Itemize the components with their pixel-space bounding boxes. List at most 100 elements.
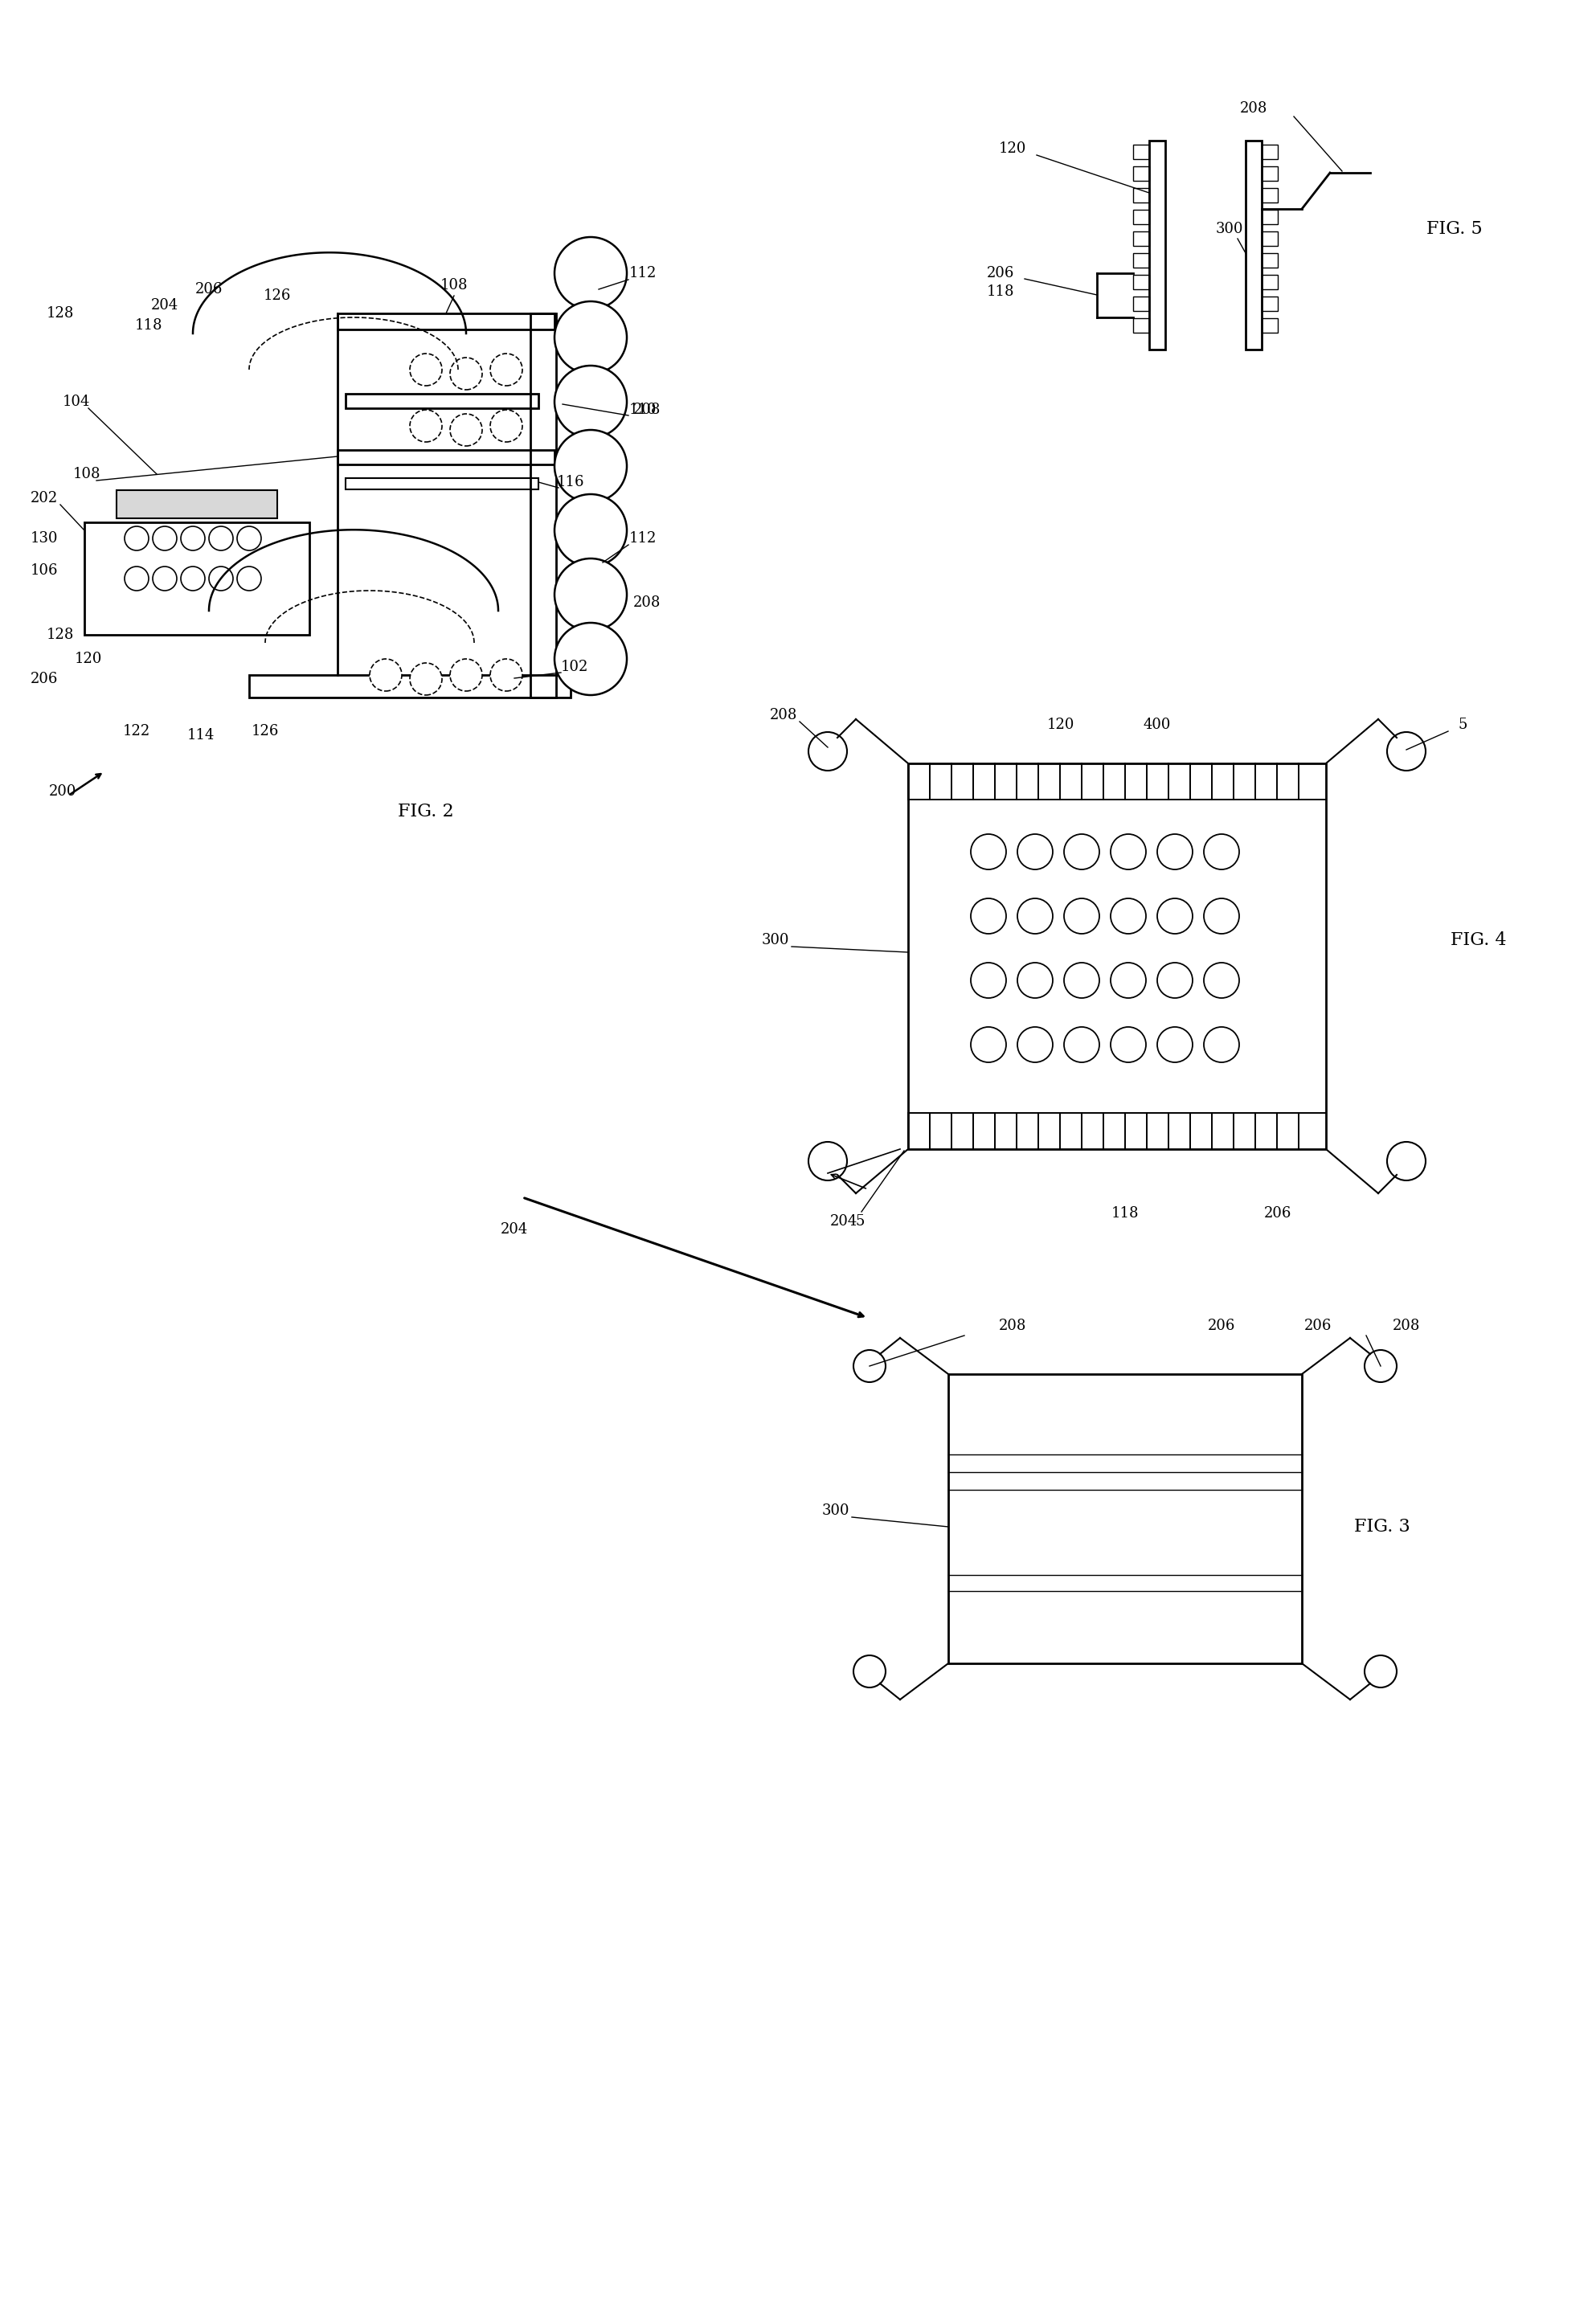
Circle shape	[238, 526, 262, 549]
Text: 5: 5	[855, 1214, 865, 1228]
Text: 118: 118	[1111, 1207, 1140, 1221]
Circle shape	[1065, 899, 1100, 933]
Text: 118: 118	[986, 285, 1015, 299]
Circle shape	[970, 899, 1005, 933]
Text: 104: 104	[62, 395, 89, 409]
Bar	[346, 393, 538, 409]
Circle shape	[554, 366, 627, 437]
Circle shape	[490, 409, 522, 441]
Circle shape	[153, 526, 177, 549]
Text: 206: 206	[1264, 1207, 1291, 1221]
Text: 300: 300	[822, 1504, 849, 1517]
Circle shape	[1017, 963, 1053, 998]
Circle shape	[554, 623, 627, 694]
Text: 206: 206	[30, 671, 57, 685]
Bar	[1133, 209, 1149, 225]
Text: 108: 108	[440, 278, 468, 292]
Circle shape	[124, 566, 148, 591]
Bar	[1133, 317, 1149, 333]
Circle shape	[554, 430, 627, 501]
Circle shape	[450, 660, 482, 692]
Circle shape	[1157, 835, 1192, 869]
Text: 206: 206	[195, 283, 223, 297]
Text: 5: 5	[1459, 717, 1467, 731]
Text: 122: 122	[123, 724, 150, 738]
Circle shape	[410, 409, 442, 441]
Text: 204: 204	[152, 299, 179, 313]
Text: 120: 120	[75, 651, 102, 667]
Bar	[117, 490, 278, 517]
Text: 206: 206	[1304, 1320, 1331, 1333]
Text: 208: 208	[634, 402, 661, 416]
Text: 208: 208	[1240, 101, 1267, 115]
Circle shape	[124, 526, 148, 549]
Bar	[1133, 276, 1149, 290]
Text: 110: 110	[629, 402, 658, 416]
Bar	[1262, 297, 1278, 310]
Circle shape	[970, 963, 1005, 998]
Circle shape	[1157, 1028, 1192, 1062]
Text: 400: 400	[1143, 717, 1171, 731]
Text: 208: 208	[634, 595, 661, 609]
Text: 204: 204	[830, 1214, 857, 1228]
Circle shape	[554, 301, 627, 375]
Circle shape	[1157, 899, 1192, 933]
Bar	[1149, 140, 1165, 349]
Text: 120: 120	[1047, 717, 1074, 731]
Circle shape	[809, 731, 847, 770]
Text: 208: 208	[1393, 1320, 1420, 1333]
Circle shape	[1111, 899, 1146, 933]
Circle shape	[490, 354, 522, 386]
Circle shape	[450, 414, 482, 446]
Text: 208: 208	[999, 1320, 1026, 1333]
Text: FIG. 2: FIG. 2	[397, 802, 453, 821]
Text: 128: 128	[46, 306, 73, 320]
Circle shape	[1017, 1028, 1053, 1062]
Circle shape	[1203, 835, 1238, 869]
Text: 108: 108	[73, 467, 101, 480]
Circle shape	[1157, 963, 1192, 998]
Circle shape	[410, 662, 442, 694]
Circle shape	[1111, 835, 1146, 869]
Bar	[337, 313, 554, 329]
Bar	[1262, 253, 1278, 267]
Circle shape	[854, 1350, 886, 1382]
Text: 126: 126	[263, 287, 290, 303]
Bar	[1262, 232, 1278, 246]
Text: 118: 118	[134, 317, 163, 333]
Bar	[346, 478, 538, 490]
Text: 126: 126	[252, 724, 279, 738]
Circle shape	[490, 660, 522, 692]
Bar	[1133, 189, 1149, 202]
Bar	[1262, 317, 1278, 333]
Circle shape	[554, 237, 627, 310]
Circle shape	[1017, 899, 1053, 933]
Bar	[1245, 140, 1262, 349]
Circle shape	[238, 566, 262, 591]
Circle shape	[970, 1028, 1005, 1062]
Text: 202: 202	[30, 492, 57, 506]
Bar	[249, 676, 571, 697]
Text: 114: 114	[187, 729, 215, 743]
Circle shape	[1017, 835, 1053, 869]
Text: 106: 106	[30, 563, 57, 577]
Bar	[1133, 166, 1149, 182]
Text: 208: 208	[769, 708, 798, 722]
Circle shape	[410, 354, 442, 386]
Circle shape	[554, 494, 627, 566]
Circle shape	[809, 1143, 847, 1179]
Bar	[1133, 232, 1149, 246]
Circle shape	[209, 526, 233, 549]
Bar	[1133, 297, 1149, 310]
Bar	[85, 522, 310, 635]
Circle shape	[1203, 1028, 1238, 1062]
Bar	[1133, 145, 1149, 159]
Circle shape	[1111, 963, 1146, 998]
Text: 200: 200	[49, 784, 77, 798]
Text: 112: 112	[629, 267, 656, 280]
Circle shape	[153, 566, 177, 591]
Bar	[908, 763, 1326, 1150]
Circle shape	[1203, 899, 1238, 933]
Circle shape	[1065, 1028, 1100, 1062]
Circle shape	[180, 526, 204, 549]
